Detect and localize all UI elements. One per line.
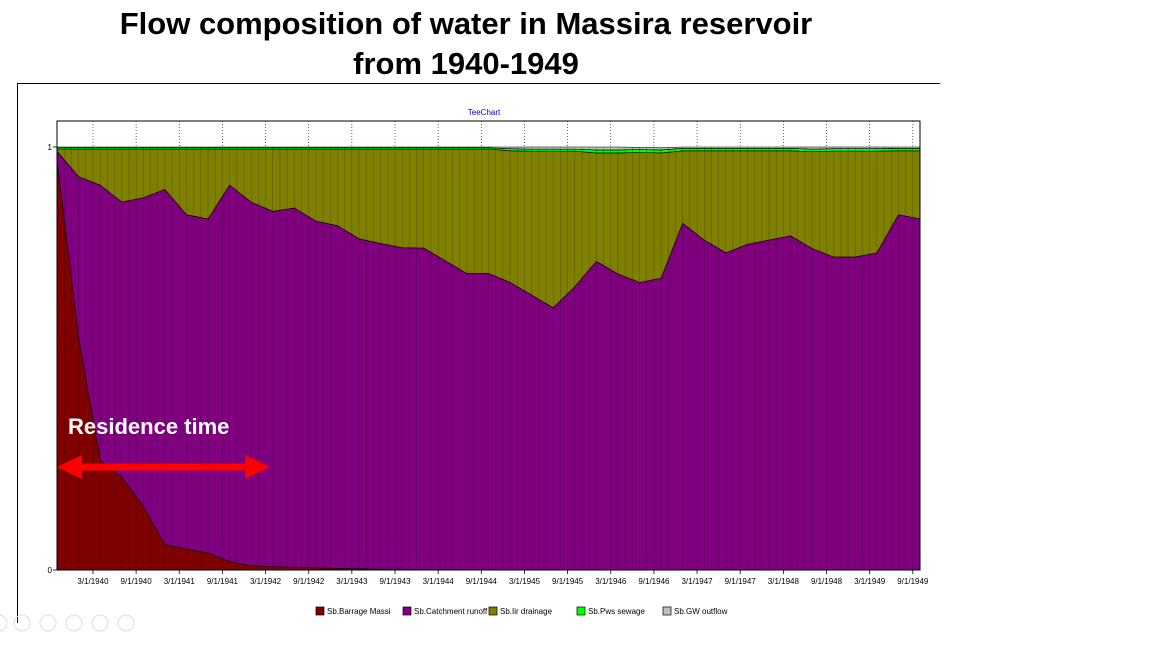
residence-time-label: Residence time <box>68 414 229 439</box>
legend-swatch <box>662 606 672 616</box>
residence-time-annotation: Residence time <box>57 414 270 479</box>
x-tick-label: 9/1/1947 <box>725 577 757 586</box>
x-tick-label: 3/1/1947 <box>681 577 713 586</box>
x-tick-label: 9/1/1940 <box>121 577 153 586</box>
slide-nav-controls <box>0 614 135 632</box>
legend-label: Sb.Barrage Massi <box>327 607 391 616</box>
x-tick-label: 3/1/1944 <box>423 577 455 586</box>
legend-label: Sb.Iir drainage <box>500 607 553 616</box>
x-tick-label: 3/1/1943 <box>336 577 368 586</box>
nav-zoom-icon <box>91 614 109 632</box>
x-tick-label: 3/1/1948 <box>768 577 800 586</box>
y-tick-label: 1 <box>48 143 53 152</box>
x-tick-label: 9/1/1941 <box>207 577 239 586</box>
x-tick-label: 3/1/1941 <box>164 577 196 586</box>
x-tick-label: 9/1/1949 <box>897 577 929 586</box>
x-tick-label: 9/1/1945 <box>552 577 584 586</box>
x-tick-label: 3/1/1940 <box>77 577 109 586</box>
x-tick-label: 3/1/1949 <box>854 577 886 586</box>
nav-pen-icon <box>39 614 57 632</box>
legend-label: Sb.GW outflow <box>674 607 728 616</box>
vertical-grid <box>92 121 914 147</box>
nav-next-icon <box>13 614 31 632</box>
legend: Sb.Barrage Massi Sb.Catchment runoff Sb.Ii… <box>315 606 728 616</box>
x-tick-label: 3/1/1946 <box>595 577 627 586</box>
x-tick-label: 9/1/1944 <box>466 577 498 586</box>
plot-border <box>56 120 921 571</box>
x-tick-label: 9/1/1948 <box>811 577 843 586</box>
chart-title: TeeChart <box>468 108 501 117</box>
x-tick-label: 9/1/1943 <box>379 577 411 586</box>
double-arrow-icon <box>57 455 270 479</box>
legend-swatch <box>576 606 586 616</box>
legend-swatch <box>402 606 412 616</box>
monthly-divider-lines <box>63 147 914 570</box>
x-tick-label: 3/1/1942 <box>250 577 282 586</box>
nav-more-icon <box>117 614 135 632</box>
x-tick-label: 9/1/1942 <box>293 577 325 586</box>
nav-prev-icon <box>0 614 8 632</box>
nav-grid-icon <box>65 614 83 632</box>
legend-label: Sb.Pws sewage <box>588 607 645 616</box>
chart-frame <box>17 83 940 623</box>
slide-title-line1: Flow composition of water in Massira res… <box>119 6 813 41</box>
y-tick-label: 0 <box>48 566 53 575</box>
legend-swatch <box>315 606 325 616</box>
y-axis: 01 <box>48 143 57 575</box>
x-tick-label: 9/1/1946 <box>638 577 670 586</box>
legend-label: Sb.Catchment runoff <box>414 607 488 616</box>
x-axis: 3/1/1940 9/1/1940 3/1/1941 9/1/1941 3/1/1942… <box>77 570 929 586</box>
legend-swatch <box>488 606 498 616</box>
slide-title: Flow composition of water in Massira res… <box>40 4 892 84</box>
x-tick-label: 3/1/1945 <box>509 577 541 586</box>
stacked-areas <box>56 146 921 571</box>
slide-title-line2: from 1940-1949 <box>353 46 579 81</box>
